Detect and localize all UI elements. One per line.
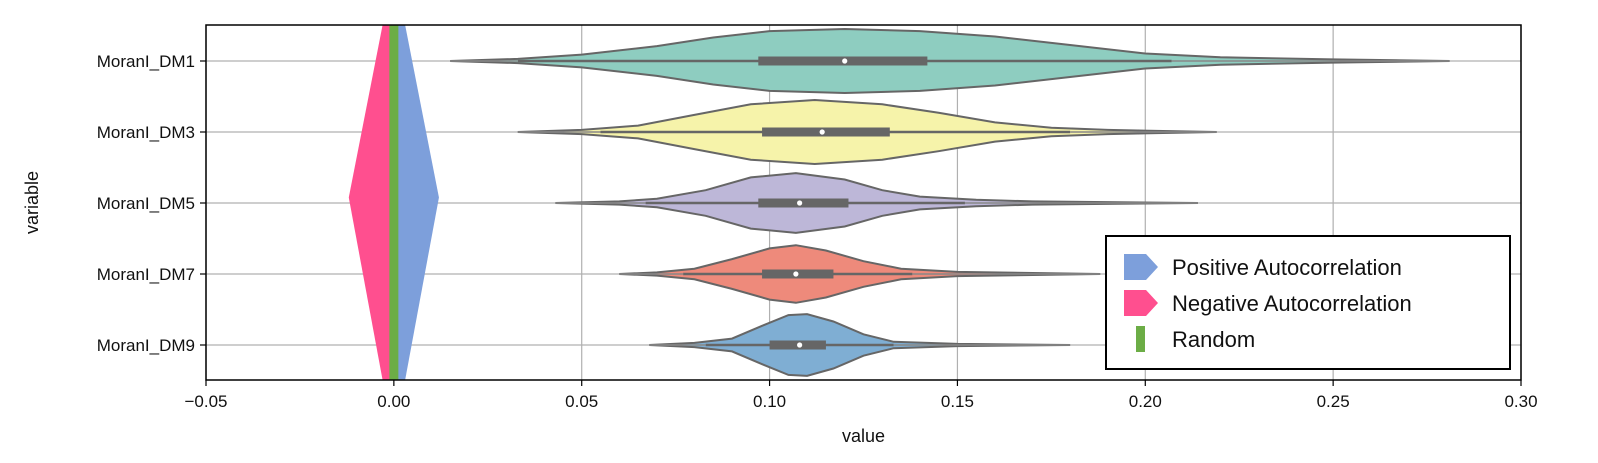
y-tick-label: MoranI_DM3 xyxy=(97,123,195,142)
x-tick-label: 0.25 xyxy=(1317,392,1350,411)
x-tick-label: 0.30 xyxy=(1504,392,1537,411)
iqr-box-MoranI_DM3 xyxy=(762,127,890,137)
legend-label: Random xyxy=(1172,327,1255,352)
overlay-negative-autocorrelation xyxy=(348,25,394,380)
x-tick-label: 0.15 xyxy=(941,392,974,411)
median-dot-MoranI_DM7 xyxy=(793,271,799,277)
legend-box xyxy=(1105,235,1511,370)
x-axis-title: value xyxy=(842,426,885,446)
median-dot-MoranI_DM3 xyxy=(819,129,825,135)
y-tick-label: MoranI_DM7 xyxy=(97,265,195,284)
violin-layer xyxy=(450,27,1450,377)
y-tick-label: MoranI_DM9 xyxy=(97,336,195,355)
legend-swatch-random xyxy=(1136,326,1145,352)
y-tick-label: MoranI_DM5 xyxy=(97,194,195,213)
overlay-positive-autocorrelation xyxy=(393,25,439,380)
iqr-box-MoranI_DM5 xyxy=(758,198,849,208)
x-tick-label: 0.20 xyxy=(1129,392,1162,411)
legend-swatch-positive-autocorrelation xyxy=(1124,254,1158,280)
y-tick-label: MoranI_DM1 xyxy=(97,52,195,71)
legend-label: Positive Autocorrelation xyxy=(1172,255,1402,280)
x-tick-label: 0.00 xyxy=(377,392,410,411)
autocorrelation-overlay xyxy=(348,25,439,380)
legend-swatch-negative-autocorrelation xyxy=(1124,290,1158,316)
median-dot-MoranI_DM1 xyxy=(842,58,848,64)
y-axis-title: variable xyxy=(22,171,42,234)
overlay-random-bar xyxy=(389,25,399,380)
x-tick-label: 0.05 xyxy=(565,392,598,411)
legend-label: Negative Autocorrelation xyxy=(1172,291,1412,316)
median-dot-MoranI_DM5 xyxy=(797,200,803,206)
x-tick-label: −0.05 xyxy=(184,392,227,411)
median-dot-MoranI_DM9 xyxy=(797,342,803,348)
legend: Positive Autocorrelation Negative Autocor… xyxy=(1105,235,1511,370)
x-tick-label: 0.10 xyxy=(753,392,786,411)
axis-layer: −0.05 0.00 0.05 0.10 0.15 0.20 0.25 0.30 MoranI_… xyxy=(97,52,1538,411)
